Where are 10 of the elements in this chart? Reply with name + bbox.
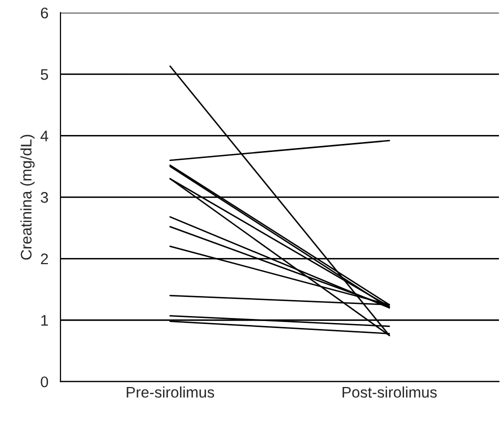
y-axis-title: Creatinina (mg/dL) [20,134,35,260]
y-tick-label: 5 [40,69,48,80]
y-tick-label: 0 [40,376,48,388]
y-tick-label: 3 [40,192,48,203]
x-tick-label: Pre-sirolimus [126,386,214,398]
y-tick-label: 1 [41,315,48,326]
y-tick-label: 2 [40,254,48,264]
x-tick-label: Post-sirolimus [342,386,437,398]
y-tick-label: 4 [40,130,48,142]
y-tick-label: 6 [40,8,48,18]
